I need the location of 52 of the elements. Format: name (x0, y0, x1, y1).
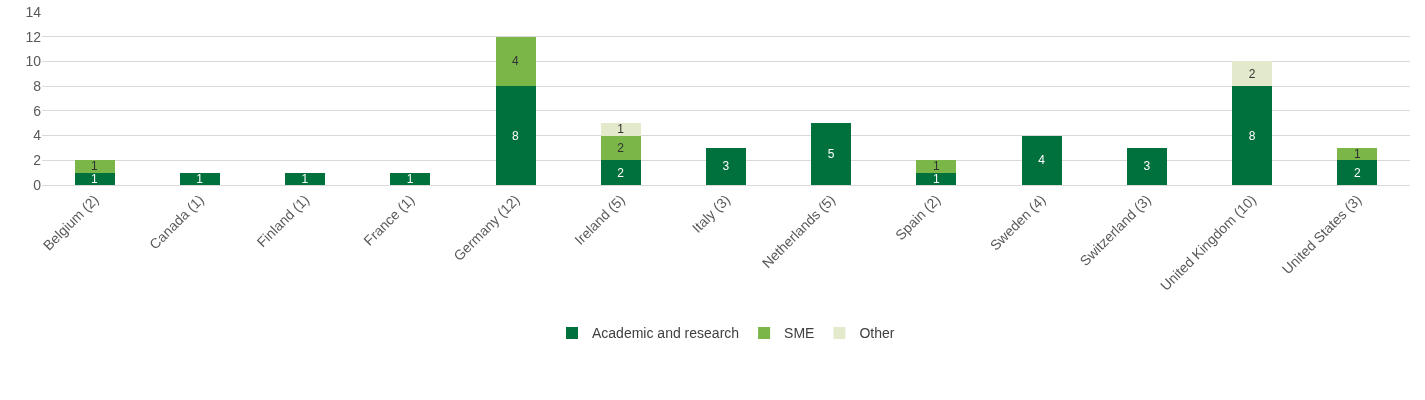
bar (706, 147, 746, 185)
y-tick-label: 2 (33, 152, 42, 169)
data-label: 1 (406, 171, 414, 186)
legend-label: Academic and research (592, 325, 740, 342)
data-label: 1 (932, 171, 940, 186)
data-label: 5 (827, 147, 835, 162)
x-tick-label: Italy (3) (688, 191, 734, 236)
y-tick-label: 0 (33, 176, 42, 193)
bar (600, 160, 641, 185)
y-tick-label: 10 (25, 53, 42, 70)
bar (811, 123, 852, 185)
data-label: 1 (932, 159, 940, 174)
y-tick-label: 4 (33, 127, 42, 144)
bar (495, 86, 536, 185)
y-tick-label: 12 (25, 28, 42, 45)
bar (1021, 135, 1062, 185)
legend-label: Other (859, 325, 895, 342)
data-label: 2 (617, 165, 625, 180)
data-label: 1 (91, 159, 99, 174)
data-label: 8 (512, 128, 520, 143)
data-label: 2 (617, 140, 625, 155)
legend-label: SME (784, 325, 815, 342)
bar (600, 123, 641, 136)
bar (600, 135, 641, 161)
data-label: 3 (722, 159, 730, 174)
bar (285, 172, 326, 185)
bar (1232, 86, 1273, 185)
y-tick-label: 8 (33, 78, 42, 95)
data-label: 2 (1248, 66, 1256, 81)
data-label: 1 (617, 122, 625, 137)
data-label: 1 (301, 171, 309, 186)
data-label: 4 (1038, 153, 1046, 168)
bar (74, 172, 115, 185)
y-tick-label: 14 (25, 3, 42, 20)
data-label: 1 (196, 171, 204, 186)
data-label: 1 (1353, 147, 1361, 162)
bar (916, 160, 957, 173)
data-label: 3 (1143, 159, 1151, 174)
bar (1232, 61, 1273, 87)
data-label: 2 (1353, 165, 1361, 180)
data-label: 8 (1248, 128, 1256, 143)
data-label: 1 (91, 171, 99, 186)
y-tick-label: 6 (33, 102, 42, 119)
bar (179, 172, 220, 185)
data-label: 4 (512, 54, 520, 69)
bar (74, 160, 115, 173)
bar (1126, 147, 1167, 185)
bar (916, 172, 957, 185)
bar (1337, 147, 1378, 161)
bar (390, 172, 431, 185)
bar (495, 36, 536, 87)
bar (1337, 160, 1378, 185)
